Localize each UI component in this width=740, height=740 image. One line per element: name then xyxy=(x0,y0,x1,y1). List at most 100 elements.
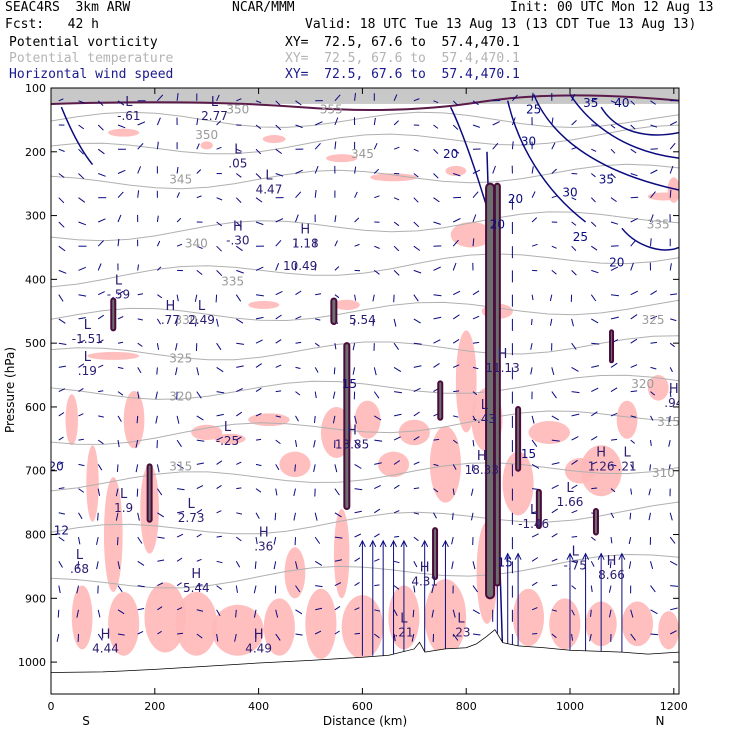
theta-label: 310 xyxy=(652,466,675,480)
wind-vector xyxy=(117,440,120,448)
wind-vector xyxy=(156,117,161,126)
wind-vector xyxy=(669,512,673,521)
wind-vector xyxy=(571,366,579,372)
wind-vector xyxy=(472,366,479,370)
wind-vector xyxy=(433,100,439,104)
wind-vector xyxy=(137,318,143,321)
wind-vector xyxy=(236,148,242,152)
pv-positive-region xyxy=(211,604,264,656)
wind-vector xyxy=(393,318,397,327)
wind-vector xyxy=(551,508,558,514)
wind-vector xyxy=(433,294,442,297)
wind-vector xyxy=(630,464,634,470)
wind-vector xyxy=(372,294,375,302)
strong-pv-feature xyxy=(432,527,439,581)
updraft-arrowhead xyxy=(400,539,408,548)
legend-wind-name: Horizontal wind speed xyxy=(9,67,174,82)
wind-vector xyxy=(275,439,281,445)
wind-vector xyxy=(571,536,578,538)
wind-vector xyxy=(413,436,420,441)
wind-vector xyxy=(255,221,264,226)
wind-vector xyxy=(374,584,380,587)
below-ground-mask xyxy=(51,630,679,694)
wind-vector xyxy=(117,124,126,129)
wind-vector xyxy=(431,585,434,594)
wind-vector xyxy=(630,262,634,271)
wind-vector xyxy=(176,217,182,223)
wind-vector xyxy=(669,142,676,150)
wind-vector xyxy=(551,168,557,174)
wind-vector xyxy=(78,339,86,344)
wind-vector xyxy=(216,197,223,201)
wind-vector xyxy=(255,512,260,519)
wind-vector xyxy=(630,100,635,105)
wind-vector xyxy=(275,339,282,344)
wind-vector xyxy=(571,197,577,201)
wind-vector xyxy=(452,100,458,106)
wind-vector xyxy=(413,561,418,568)
wind-vector xyxy=(137,264,139,271)
wind-vector xyxy=(78,363,85,368)
updraft-arrowhead xyxy=(441,539,449,548)
wind-vector xyxy=(314,536,321,544)
wind-vector xyxy=(117,290,124,296)
wind-vector xyxy=(334,141,337,150)
wind-speed-label: 12 xyxy=(54,524,69,538)
wind-vector xyxy=(137,342,143,347)
wind-vector xyxy=(117,633,125,636)
wind-vector xyxy=(295,169,303,174)
wind-vector xyxy=(413,173,419,178)
wind-vector xyxy=(433,148,439,154)
y-tick-label: 200 xyxy=(25,146,46,159)
wind-vector xyxy=(433,221,441,225)
updraft-arrowhead xyxy=(358,539,366,548)
wind-vector xyxy=(314,121,323,126)
x-tick-label: 400 xyxy=(248,700,269,713)
wind-vector xyxy=(295,341,302,344)
wind-vector xyxy=(156,141,159,150)
wind-vector xyxy=(530,343,533,350)
wind-vector xyxy=(97,633,103,641)
extremum-value: 1.18 xyxy=(292,236,319,250)
wind-vector xyxy=(274,512,277,521)
wind-vector xyxy=(433,438,440,441)
theta-label: 325 xyxy=(169,351,192,365)
theta-label: 330 xyxy=(174,313,197,327)
strong-pv-feature xyxy=(592,508,599,536)
wind-vector xyxy=(155,415,158,424)
wind-vector xyxy=(334,536,343,539)
wind-vector xyxy=(610,124,616,129)
wind-vector xyxy=(97,124,104,131)
wind-vector xyxy=(295,366,301,369)
extremum-marker: H xyxy=(669,382,679,397)
pv-positive-region xyxy=(354,400,381,439)
wind-vector xyxy=(254,561,257,569)
wind-vector xyxy=(413,269,422,274)
wind-vector xyxy=(650,124,658,128)
theta-label: 345 xyxy=(169,173,192,187)
wind-vector xyxy=(354,439,360,447)
wind-vector xyxy=(610,512,615,519)
stratosphere-shading xyxy=(51,88,679,104)
extremum-marker: L xyxy=(84,350,92,365)
pv-positive-region xyxy=(377,451,410,478)
theta-label: 335 xyxy=(647,217,670,231)
wind-vector xyxy=(571,318,574,327)
wind-vector xyxy=(155,391,158,400)
wind-vector xyxy=(393,197,400,201)
wind-vector xyxy=(393,633,396,642)
wind-vector xyxy=(668,439,671,447)
y-tick-label: 800 xyxy=(25,529,46,542)
wind-vector xyxy=(393,120,399,126)
wind-vector xyxy=(551,558,558,562)
end-label-north: N xyxy=(656,714,665,728)
wind-vector xyxy=(117,191,124,199)
wind-vector xyxy=(373,391,380,399)
wind-vector xyxy=(97,464,103,471)
wind-vector xyxy=(58,512,66,515)
wind-vector xyxy=(374,508,381,514)
wind-vector xyxy=(275,488,278,496)
extremum-value: 5.44 xyxy=(183,581,210,595)
wind-vector xyxy=(452,512,454,520)
wind-speed-contour xyxy=(569,93,679,159)
